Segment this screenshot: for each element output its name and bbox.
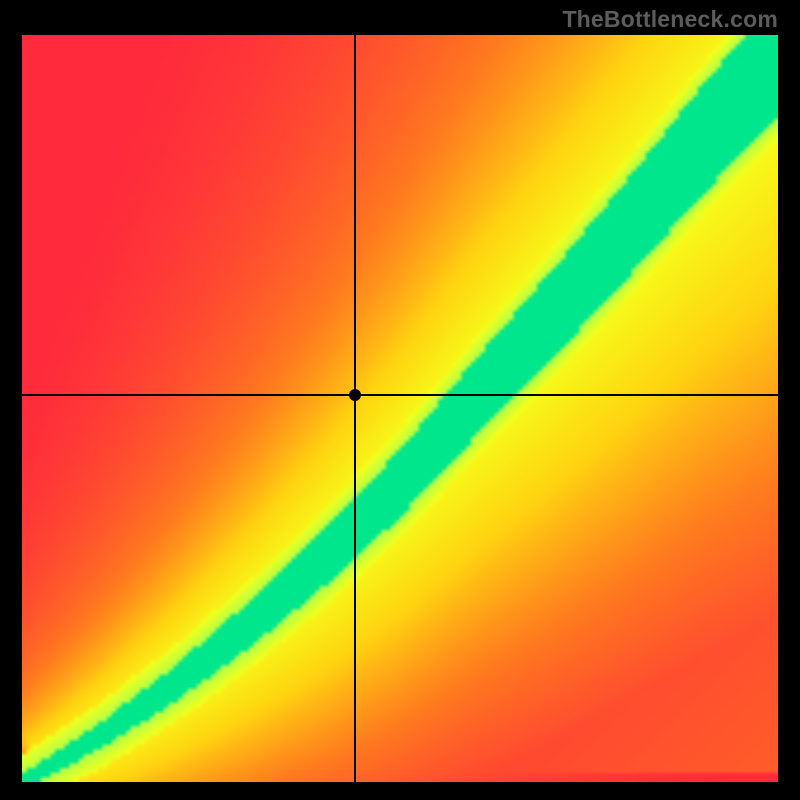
chart-root: { "watermark": { "text": "TheBottleneck.… — [0, 0, 800, 800]
heatmap-canvas — [22, 35, 778, 782]
crosshair-horizontal — [22, 394, 778, 396]
crosshair-marker — [349, 389, 361, 401]
crosshair-vertical — [354, 35, 356, 782]
heatmap-plot — [22, 35, 778, 782]
watermark-text: TheBottleneck.com — [562, 6, 778, 33]
